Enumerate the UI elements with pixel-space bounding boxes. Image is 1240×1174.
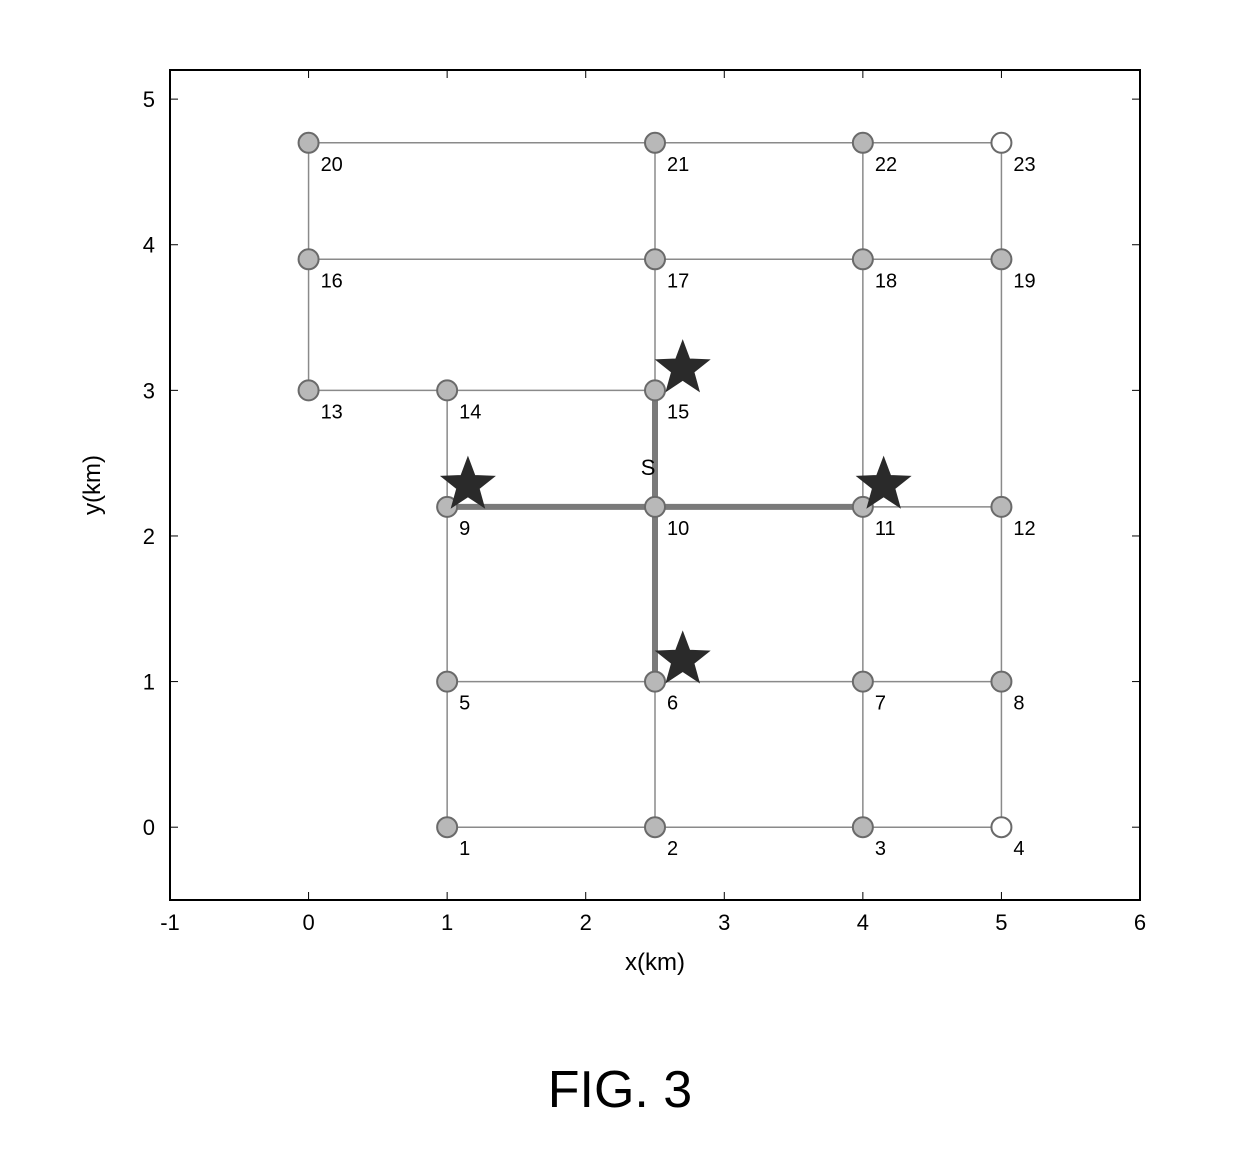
graph-node-label: 11 <box>875 518 896 540</box>
graph-node <box>853 672 873 692</box>
x-axis-label: x(km) <box>625 949 685 976</box>
graph-node <box>645 133 665 153</box>
page: -10123456012345x(km)y(km)123456789101112… <box>0 0 1240 1174</box>
graph-node-label: 8 <box>1013 693 1024 715</box>
x-tick-label: 3 <box>718 910 730 935</box>
y-tick-label: 1 <box>143 670 155 695</box>
x-tick-label: 0 <box>302 910 314 935</box>
x-tick-label: 2 <box>580 910 592 935</box>
graph-node <box>645 380 665 400</box>
graph-node <box>991 817 1011 837</box>
graph-node <box>645 672 665 692</box>
x-tick-label: 1 <box>441 910 453 935</box>
x-tick-label: 4 <box>857 910 869 935</box>
graph-node <box>437 817 457 837</box>
y-axis-label: y(km) <box>79 455 106 515</box>
graph-node <box>645 817 665 837</box>
graph-node <box>437 380 457 400</box>
graph-node-label: 20 <box>321 154 343 176</box>
y-tick-label: 5 <box>143 87 155 112</box>
graph-node-label: 23 <box>1013 154 1035 176</box>
graph-node <box>853 817 873 837</box>
x-tick-label: 5 <box>995 910 1007 935</box>
graph-node <box>299 249 319 269</box>
graph-node-label: 10 <box>667 518 689 540</box>
graph-node-label: 4 <box>1013 838 1024 860</box>
graph-node <box>299 380 319 400</box>
graph-node-label: 2 <box>667 838 678 860</box>
graph-node-label: 22 <box>875 154 897 176</box>
graph-node-label: 17 <box>667 270 689 292</box>
graph-node <box>437 672 457 692</box>
y-tick-label: 2 <box>143 524 155 549</box>
y-tick-label: 3 <box>143 378 155 403</box>
graph-node-label: 18 <box>875 270 897 292</box>
graph-node <box>991 133 1011 153</box>
graph-node-label: 12 <box>1013 518 1035 540</box>
graph-node <box>853 133 873 153</box>
y-tick-label: 4 <box>143 233 155 258</box>
graph-node-label: 7 <box>875 693 886 715</box>
graph-node-label: 13 <box>321 401 343 423</box>
graph-node <box>991 497 1011 517</box>
x-tick-label: 6 <box>1134 910 1146 935</box>
graph-node <box>991 249 1011 269</box>
graph-node-label: 14 <box>459 401 481 423</box>
graph-node <box>645 497 665 517</box>
graph-node-label: 6 <box>667 693 678 715</box>
y-tick-label: 0 <box>143 815 155 840</box>
graph-node-label: 19 <box>1013 270 1035 292</box>
plot-container: -10123456012345x(km)y(km)123456789101112… <box>60 40 1180 1000</box>
graph-node-label: 3 <box>875 838 886 860</box>
graph-node-label: 16 <box>321 270 343 292</box>
figure-caption: FIG. 3 <box>0 1060 1240 1120</box>
graph-node-label: 5 <box>459 693 470 715</box>
graph-node-label: 21 <box>667 154 689 176</box>
graph-node-label: 15 <box>667 401 689 423</box>
graph-node-label: 1 <box>459 838 470 860</box>
graph-node <box>299 133 319 153</box>
graph-node <box>853 249 873 269</box>
s-label: S <box>641 455 656 480</box>
graph-node-label: 9 <box>459 518 470 540</box>
plot-svg: -10123456012345x(km)y(km)123456789101112… <box>60 40 1180 1000</box>
graph-node <box>645 249 665 269</box>
x-tick-label: -1 <box>160 910 180 935</box>
graph-node <box>991 672 1011 692</box>
